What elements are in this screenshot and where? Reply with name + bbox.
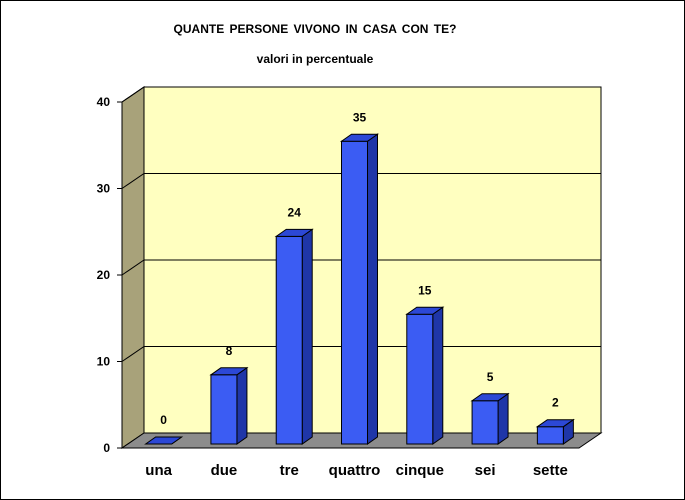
data-label-quattro: 35 — [353, 110, 367, 124]
bar-una-top — [144, 436, 184, 445]
gridline — [121, 86, 601, 103]
y-tick-label: 10 — [97, 355, 111, 369]
bar-tre-top — [274, 228, 314, 237]
gridline — [121, 346, 601, 362]
x-tick-label-sette: sette — [533, 462, 568, 479]
bar-quattro — [341, 140, 368, 445]
data-label-sette: 2 — [552, 396, 559, 410]
chart-title: QUANTE PERSONE VIVONO IN CASA CON TE? — [173, 22, 457, 36]
bar-quattro-side — [367, 133, 378, 445]
y-tick-label: 0 — [103, 441, 110, 455]
bar-quattro-top — [339, 133, 380, 142]
gridline — [121, 259, 601, 276]
data-label-tre: 24 — [288, 205, 302, 219]
gridline — [121, 173, 601, 189]
bar-cinque — [406, 313, 434, 445]
data-label-cinque: 15 — [418, 283, 432, 297]
x-tick-label-due: due — [211, 462, 238, 479]
bar-due — [210, 374, 238, 445]
bar-cinque-side — [432, 306, 444, 445]
bar-due-side — [236, 366, 248, 445]
x-tick-label-cinque: cinque — [396, 462, 444, 479]
x-tick-label-tre: tre — [280, 462, 299, 479]
bar-due-top — [209, 367, 249, 376]
x-tick-label-sei: sei — [475, 462, 496, 479]
bar-tre-side — [301, 228, 313, 445]
bar-sette-top — [535, 419, 575, 428]
y-tick-label: 30 — [97, 182, 111, 196]
bar-sette — [536, 426, 564, 445]
bar-sei-top — [470, 393, 510, 402]
x-tick-label-quattro: quattro — [329, 462, 381, 479]
bar-sei — [471, 400, 499, 445]
x-tick-label-una: una — [145, 462, 172, 479]
data-label-una: 0 — [160, 413, 167, 427]
data-label-sei: 5 — [487, 370, 494, 384]
bar-cinque-top — [405, 306, 445, 315]
y-tick-label: 20 — [97, 268, 111, 282]
y-tick-label: 40 — [97, 95, 111, 109]
data-label-due: 8 — [226, 344, 233, 358]
bar-sei-side — [497, 392, 509, 445]
bar-tre — [275, 235, 303, 445]
chart-subtitle: valori in percentuale — [256, 52, 374, 66]
